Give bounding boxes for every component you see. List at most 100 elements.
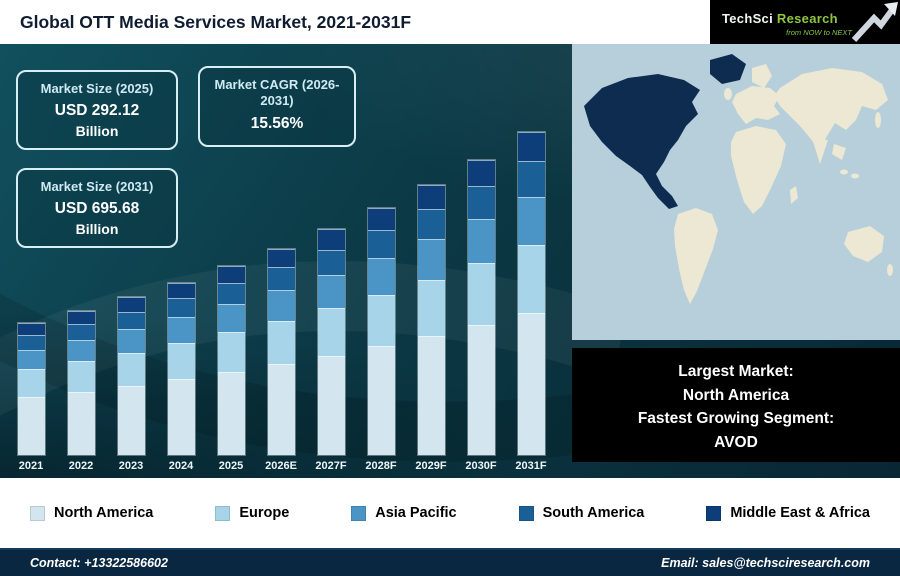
bar-segment-europe bbox=[467, 263, 495, 326]
trend-arrow-icon bbox=[852, 2, 898, 42]
legend-item-middle-east-africa: Middle East & Africa bbox=[706, 505, 870, 521]
market-size-2031-box: Market Size (2031) USD 695.68 Billion bbox=[16, 168, 178, 249]
bar-segment-europe bbox=[17, 369, 45, 397]
legend-swatch bbox=[215, 505, 231, 521]
bar-segment-middle-east-africa bbox=[17, 323, 45, 336]
bar-column-2024: 2024 bbox=[162, 281, 200, 472]
bar-stack-2023 bbox=[116, 296, 146, 456]
bar-column-2026E: 2026E bbox=[262, 247, 300, 472]
bar-segment-north-america bbox=[517, 312, 545, 455]
bar-segment-asia-pacific bbox=[517, 196, 545, 246]
largest-market-box: Largest Market: North America Fastest Gr… bbox=[572, 348, 900, 462]
bar-segment-south-america bbox=[217, 283, 245, 305]
bar-column-2027F: 2027F bbox=[312, 228, 350, 472]
market-size-2031-value: USD 695.68 bbox=[54, 200, 140, 218]
bar-segment-middle-east-africa bbox=[517, 132, 545, 162]
island-new-zealand bbox=[887, 264, 893, 276]
region-southeast-asia bbox=[832, 144, 846, 160]
bar-column-2025: 2025 bbox=[212, 265, 250, 472]
legend-label: North America bbox=[54, 505, 154, 521]
bar-segment-middle-east-africa bbox=[267, 248, 295, 268]
bar-segment-europe bbox=[167, 343, 195, 380]
bar-segment-asia-pacific bbox=[67, 339, 95, 362]
bar-segment-europe bbox=[217, 332, 245, 372]
legend-swatch bbox=[706, 505, 722, 521]
bar-category-label: 2028F bbox=[365, 460, 397, 472]
island-indonesia-1 bbox=[840, 169, 848, 175]
bar-segment-asia-pacific bbox=[167, 317, 195, 344]
bar-segment-north-america bbox=[367, 346, 395, 455]
fastest-growing-value: AVOD bbox=[714, 433, 758, 451]
island-britain bbox=[724, 88, 732, 100]
bar-segment-asia-pacific bbox=[467, 218, 495, 264]
bar-segment-south-america bbox=[267, 267, 295, 291]
bar-stack-2021 bbox=[16, 322, 46, 456]
bar-segment-middle-east-africa bbox=[167, 282, 195, 299]
bar-stack-2029F bbox=[416, 184, 446, 456]
bar-segment-middle-east-africa bbox=[217, 266, 245, 284]
bar-segment-europe bbox=[417, 279, 445, 337]
bar-segment-south-america bbox=[17, 335, 45, 350]
world-map bbox=[572, 44, 900, 340]
legend-item-north-america: North America bbox=[30, 505, 153, 521]
island-indonesia-2 bbox=[851, 173, 859, 179]
bar-segment-north-america bbox=[67, 391, 95, 455]
bar-segment-asia-pacific bbox=[267, 290, 295, 321]
market-size-2025-box: Market Size (2025) USD 292.12 Billion bbox=[16, 70, 178, 151]
bar-column-2023: 2023 bbox=[112, 296, 150, 472]
bar-segment-south-america bbox=[417, 209, 445, 240]
bar-segment-middle-east-africa bbox=[367, 208, 395, 231]
bar-segment-europe bbox=[117, 352, 145, 386]
bar-stack-2031F bbox=[516, 131, 546, 456]
logo-brand-part2: Research bbox=[776, 10, 838, 26]
bar-stack-2022 bbox=[66, 310, 96, 456]
continent-africa bbox=[731, 126, 786, 214]
bar-category-label: 2029F bbox=[415, 460, 447, 472]
bar-segment-south-america bbox=[467, 186, 495, 219]
continent-greenland-highlighted bbox=[710, 54, 746, 84]
bar-segment-europe bbox=[267, 320, 295, 365]
legend-item-south-america: South America bbox=[518, 505, 645, 521]
island-madagascar bbox=[790, 186, 798, 204]
continent-australia bbox=[844, 226, 884, 262]
bar-segment-middle-east-africa bbox=[67, 311, 95, 324]
legend-swatch bbox=[351, 505, 367, 521]
bar-segment-south-america bbox=[167, 298, 195, 318]
bar-segment-europe bbox=[67, 361, 95, 392]
footer: Contact: +13322586602 Email: sales@techs… bbox=[0, 548, 900, 576]
island-japan bbox=[875, 112, 881, 128]
logo-brand-part1: TechSci bbox=[722, 10, 773, 26]
bar-segment-north-america bbox=[417, 336, 445, 455]
bar-segment-south-america bbox=[67, 323, 95, 340]
bar-stack-2026E bbox=[266, 247, 296, 457]
world-map-svg bbox=[572, 44, 900, 340]
techsci-research-logo: TechSci Research from NOW to NEXT bbox=[710, 0, 900, 44]
region-india bbox=[812, 138, 828, 164]
market-size-2025-label: Market Size (2025) bbox=[40, 81, 154, 96]
logo-wordmark: TechSci Research bbox=[722, 11, 852, 26]
bar-segment-south-america bbox=[317, 249, 345, 275]
bar-segment-asia-pacific bbox=[17, 349, 45, 370]
bar-segment-south-america bbox=[367, 230, 395, 258]
bar-column-2022: 2022 bbox=[62, 310, 100, 472]
bar-column-2029F: 2029F bbox=[412, 184, 450, 472]
legend-label: Middle East & Africa bbox=[730, 505, 870, 521]
bar-category-label: 2030F bbox=[465, 460, 497, 472]
bar-stack-2027F bbox=[316, 228, 346, 456]
bar-category-label: 2031F bbox=[515, 460, 547, 472]
continent-south-america bbox=[674, 208, 718, 304]
legend-label: South America bbox=[542, 505, 645, 521]
bar-segment-asia-pacific bbox=[317, 274, 345, 309]
market-size-2025-unit: Billion bbox=[75, 123, 119, 140]
legend-swatch bbox=[30, 505, 45, 521]
bar-segment-north-america bbox=[17, 397, 45, 455]
market-size-2025-value: USD 292.12 bbox=[54, 102, 140, 120]
bar-stack-2030F bbox=[466, 158, 496, 457]
bar-chart: 2021 2022 2023 2024 2025 2026E 2027F 2028F 2029F… bbox=[12, 131, 564, 472]
bar-category-label: 2024 bbox=[168, 460, 194, 472]
legend-item-asia-pacific: Asia Pacific bbox=[351, 505, 457, 521]
bar-segment-north-america bbox=[267, 364, 295, 455]
largest-market-label: Largest Market: bbox=[678, 363, 794, 380]
bar-column-2021: 2021 bbox=[12, 322, 50, 472]
largest-market-value: North America bbox=[682, 386, 790, 404]
